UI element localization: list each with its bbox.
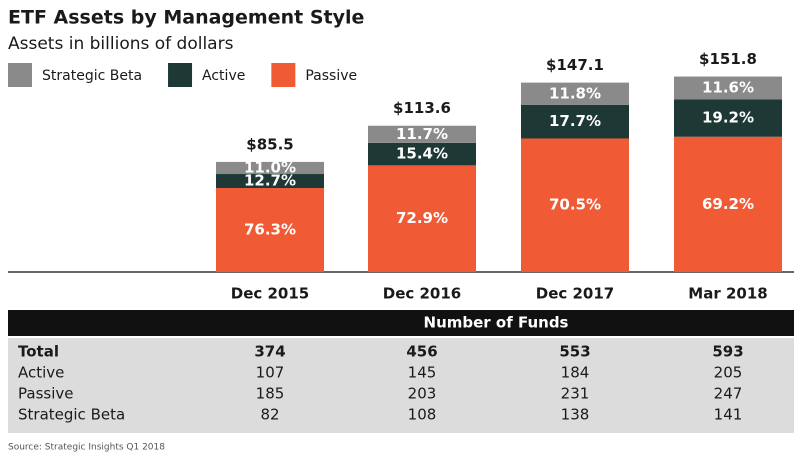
value-label: 11.8% bbox=[549, 84, 601, 102]
table-cell: 185 bbox=[256, 385, 285, 403]
value-label: 69.2% bbox=[702, 195, 754, 213]
value-label: 76.3% bbox=[244, 221, 296, 239]
table-cell: 107 bbox=[256, 364, 285, 382]
value-label: 17.7% bbox=[549, 112, 601, 130]
table-cell: 141 bbox=[714, 406, 743, 424]
bar-segment bbox=[368, 125, 476, 143]
bar-segment bbox=[674, 99, 782, 137]
table-cell: 593 bbox=[712, 343, 743, 361]
row-label: Total bbox=[18, 343, 59, 361]
table-cell: 138 bbox=[561, 406, 590, 424]
total-label: $151.8 bbox=[699, 50, 757, 68]
table-header bbox=[8, 310, 794, 336]
value-label: 72.9% bbox=[396, 209, 448, 227]
table-cell: 456 bbox=[406, 343, 437, 361]
bar-segment bbox=[521, 138, 629, 272]
table-cell: 82 bbox=[260, 406, 279, 424]
bar-segment bbox=[368, 142, 476, 166]
x-tick-label: Dec 2015 bbox=[231, 285, 310, 303]
chart-subtitle: Assets in billions of dollars bbox=[8, 34, 234, 54]
value-label: 11.7% bbox=[396, 125, 448, 143]
chart-title: ETF Assets by Management Style bbox=[8, 7, 364, 29]
legend-label: Passive bbox=[305, 68, 357, 84]
value-label: 70.5% bbox=[549, 196, 601, 214]
bar-segment bbox=[521, 82, 629, 105]
value-label: 11.0% bbox=[244, 158, 296, 176]
row-label: Active bbox=[18, 364, 64, 382]
table-cell: 145 bbox=[408, 364, 437, 382]
bar-segment bbox=[368, 165, 476, 272]
total-label: $147.1 bbox=[546, 56, 604, 74]
table-cell: 203 bbox=[408, 385, 437, 403]
value-label: 11.6% bbox=[702, 78, 754, 96]
value-label: 12.7% bbox=[244, 172, 296, 190]
value-label: 19.2% bbox=[702, 108, 754, 126]
bar-segment bbox=[521, 104, 629, 139]
source: Source: Strategic Insights Q1 2018 bbox=[8, 443, 165, 453]
bar-segment bbox=[674, 136, 782, 272]
x-tick-label: Mar 2018 bbox=[688, 285, 767, 303]
table-cell: 374 bbox=[254, 343, 285, 361]
table-cell: 205 bbox=[714, 364, 743, 382]
bar-segment bbox=[216, 161, 324, 175]
table-cell: 184 bbox=[561, 364, 590, 382]
row-label: Strategic Beta bbox=[18, 406, 125, 424]
table-title: Number of Funds bbox=[424, 314, 569, 332]
table-body bbox=[8, 338, 794, 433]
legend-label: Strategic Beta bbox=[42, 68, 142, 84]
legend-label: Active bbox=[202, 68, 245, 84]
table-cell: 231 bbox=[561, 385, 590, 403]
total-label: $85.5 bbox=[246, 135, 293, 153]
row-label: Passive bbox=[18, 385, 73, 403]
bar-segment bbox=[216, 174, 324, 189]
legend-swatch bbox=[271, 63, 296, 87]
legend-swatch bbox=[168, 63, 193, 87]
table-cell: 247 bbox=[714, 385, 743, 403]
table-cell: 553 bbox=[559, 343, 590, 361]
table-cell: 108 bbox=[408, 406, 437, 424]
value-label: 15.4% bbox=[396, 145, 448, 163]
x-tick-label: Dec 2017 bbox=[536, 285, 615, 303]
total-label: $113.6 bbox=[393, 99, 451, 117]
legend-swatch bbox=[8, 63, 32, 87]
bar-segment bbox=[674, 76, 782, 100]
x-tick-label: Dec 2016 bbox=[383, 285, 462, 303]
bar-segment bbox=[216, 188, 324, 272]
